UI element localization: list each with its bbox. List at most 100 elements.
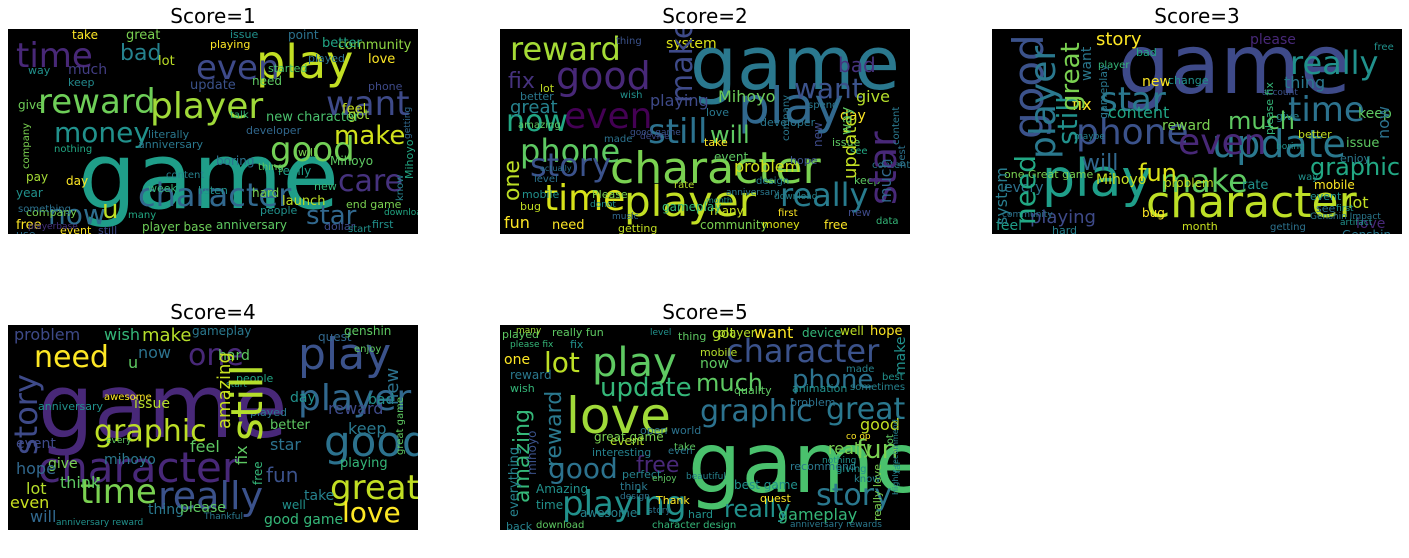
cloud-word: good game bbox=[264, 512, 344, 528]
cloud-word: actually bbox=[540, 164, 572, 173]
cloud-word: much bbox=[876, 158, 895, 203]
cloud-word: well bbox=[282, 498, 306, 512]
cloud-word: lot bbox=[885, 434, 896, 447]
cloud-word: content bbox=[166, 170, 205, 181]
cloud-word: use bbox=[16, 229, 35, 234]
cloud-word: issue bbox=[230, 29, 259, 41]
cloud-word: perfect bbox=[622, 468, 662, 481]
cloud-word: star bbox=[306, 201, 357, 231]
cloud-word: wish bbox=[620, 90, 643, 101]
cloud-word: problem bbox=[1164, 176, 1214, 190]
cloud-word: issue bbox=[1346, 136, 1380, 151]
cloud-word: first bbox=[1336, 204, 1354, 214]
cloud-word: want bbox=[326, 84, 410, 124]
cloud-word: back bbox=[506, 520, 533, 530]
cloud-word: system bbox=[666, 36, 717, 52]
cloud-word: please fix bbox=[510, 340, 554, 350]
cloud-word: much bbox=[68, 62, 108, 78]
cloud-word: free bbox=[16, 218, 42, 233]
cloud-word: thing bbox=[148, 502, 185, 518]
cloud-word: interesting bbox=[592, 446, 652, 459]
cloud-word: free bbox=[636, 453, 680, 478]
cloud-word: played bbox=[308, 52, 346, 65]
cloud-word: event bbox=[610, 434, 645, 448]
cloud-word: time bbox=[544, 178, 626, 219]
cloud-word: please bbox=[180, 500, 226, 516]
cloud-word: awesome bbox=[580, 506, 638, 520]
cloud-word: hard bbox=[688, 508, 714, 521]
cloud-word: love bbox=[1356, 216, 1386, 232]
cloud-word: start bbox=[348, 224, 372, 235]
cloud-word: even bbox=[196, 48, 280, 88]
cloud-word: phone bbox=[368, 80, 403, 93]
cloud-word: give bbox=[1276, 110, 1300, 123]
cloud-word: really bbox=[1290, 44, 1379, 82]
cloud-word: event bbox=[1310, 190, 1342, 203]
cloud-word: event bbox=[60, 224, 92, 234]
cloud-word: story bbox=[648, 506, 671, 516]
cloud-word: please bbox=[1250, 32, 1296, 48]
cloud-word: character design bbox=[652, 520, 737, 531]
cloud-word: best bbox=[882, 372, 904, 383]
cloud-word: phone bbox=[1076, 112, 1189, 153]
cloud-word: graphic bbox=[94, 414, 207, 449]
cloud-word: will bbox=[710, 121, 750, 149]
cloud-word: even bbox=[564, 96, 653, 137]
cloud-word: star bbox=[270, 435, 301, 454]
cloud-word: much bbox=[1228, 107, 1295, 135]
cloud-word: content bbox=[891, 106, 902, 145]
cloud-word: character bbox=[726, 332, 880, 370]
cloud-word: new bbox=[811, 122, 825, 147]
cloud-word: Genshin Impact bbox=[1310, 212, 1381, 222]
cloud-word: Amazing bbox=[536, 482, 589, 496]
cloud-word: talk bbox=[230, 110, 249, 121]
cloud-word: made bbox=[604, 134, 633, 145]
cloud-word: player bbox=[150, 86, 264, 127]
cloud-word: Thankful bbox=[204, 512, 244, 522]
cloud-word: playing bbox=[562, 484, 687, 524]
cloud-word: genshin bbox=[344, 325, 392, 338]
cloud-word: people bbox=[236, 372, 274, 385]
cloud-word: really bbox=[724, 495, 791, 523]
cloud-word: even bbox=[1178, 122, 1267, 163]
score-4-title: Score=4 bbox=[170, 300, 256, 324]
cloud-word: bug bbox=[1142, 206, 1165, 220]
cloud-word: want bbox=[1079, 46, 1095, 81]
score-3-title: Score=3 bbox=[1154, 4, 1240, 28]
cloud-word: thing bbox=[1284, 73, 1326, 92]
cloud-word: sometimes bbox=[850, 382, 906, 393]
cloud-word: game bbox=[690, 29, 900, 107]
cloud-word: first bbox=[372, 218, 394, 231]
cloud-word: play bbox=[738, 77, 844, 135]
cloud-word: one bbox=[504, 352, 531, 368]
cloud-word: amazing bbox=[214, 352, 235, 429]
cloud-word: time bbox=[80, 472, 157, 512]
cloud-word: getting bbox=[618, 222, 658, 234]
cloud-word: fun bbox=[266, 463, 299, 487]
cloud-word: Highly recommend bbox=[891, 419, 900, 495]
cloud-word: good bbox=[548, 452, 618, 485]
cloud-word: one Great game bbox=[1004, 168, 1094, 181]
cloud-word: lot bbox=[544, 346, 580, 379]
cloud-word: keep bbox=[348, 419, 387, 438]
cloud-word: quality bbox=[734, 384, 772, 397]
cloud-word: playing bbox=[650, 91, 709, 110]
cloud-word: day bbox=[290, 390, 316, 406]
cloud-word: event bbox=[16, 436, 56, 452]
cloud-word: every bbox=[106, 436, 132, 446]
cloud-word: love bbox=[566, 387, 671, 445]
cloud-word: game bbox=[38, 355, 288, 458]
cloud-word: make bbox=[334, 121, 406, 151]
cloud-word: issue bbox=[134, 396, 170, 412]
cloud-word: keep bbox=[854, 174, 881, 187]
cloud-word: u bbox=[102, 195, 119, 225]
cloud-word: character bbox=[138, 176, 292, 214]
cloud-word: bug bbox=[520, 200, 541, 213]
cloud-word: u bbox=[128, 353, 139, 372]
cloud-word: community bbox=[338, 38, 412, 53]
cloud-word: company bbox=[26, 206, 77, 219]
cloud-word: change bbox=[1168, 74, 1209, 87]
cloud-word: lot bbox=[540, 82, 555, 95]
cloud-word: fix bbox=[570, 338, 584, 351]
cloud-word: dollar bbox=[324, 220, 356, 233]
